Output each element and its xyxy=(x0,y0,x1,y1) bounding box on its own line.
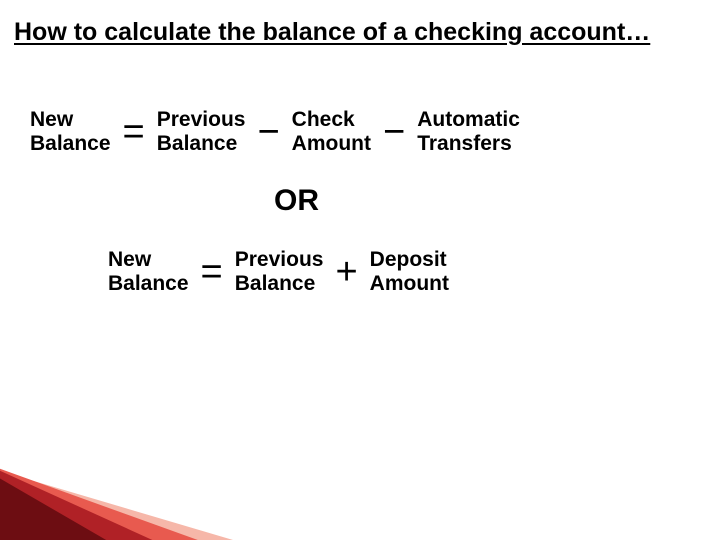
equation-2: New Balance = Previous Balance + Deposit… xyxy=(108,248,449,296)
equals-sign: = xyxy=(199,253,225,291)
eq1-term-previous-balance: Previous Balance xyxy=(157,108,246,156)
eq2-term-deposit-amount: Deposit Amount xyxy=(370,248,449,296)
slide-title: How to calculate the balance of a checki… xyxy=(14,18,650,47)
minus-sign: − xyxy=(255,113,281,151)
equation-1: New Balance = Previous Balance − Check A… xyxy=(30,108,520,156)
corner-accent-icon xyxy=(0,438,260,540)
or-separator: OR xyxy=(274,184,319,218)
eq1-lhs: New Balance xyxy=(30,108,111,156)
eq2-lhs: New Balance xyxy=(108,248,189,296)
equals-sign: = xyxy=(121,113,147,151)
eq1-term-check-amount: Check Amount xyxy=(292,108,371,156)
minus-sign: − xyxy=(381,113,407,151)
eq2-term-previous-balance: Previous Balance xyxy=(235,248,324,296)
plus-sign: + xyxy=(333,253,359,291)
eq1-term-automatic-transfers: Automatic Transfers xyxy=(417,108,520,156)
